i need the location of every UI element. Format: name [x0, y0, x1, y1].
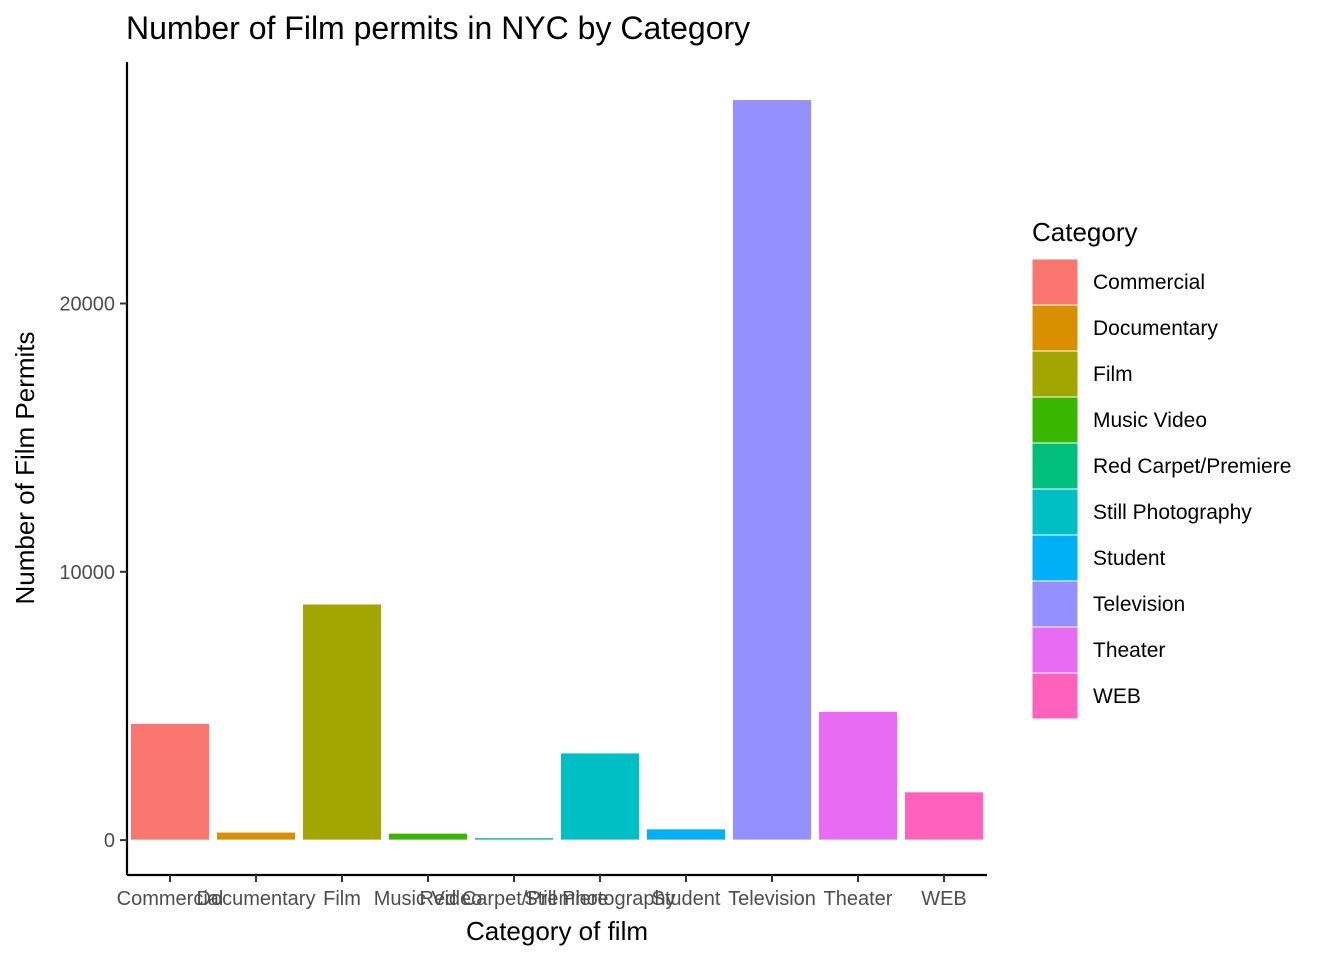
chart-title: Number of Film permits in NYC by Categor… — [126, 10, 750, 46]
bar-music-video — [387, 832, 469, 841]
legend-key — [1031, 534, 1079, 582]
legend-key — [1031, 304, 1079, 352]
bar-film — [301, 603, 383, 841]
x-tick-label: Television — [728, 888, 816, 910]
y-axis-ticks: 0 10000 20000 — [59, 293, 127, 852]
legend-key — [1031, 350, 1079, 398]
x-tick-label: Music Video — [374, 888, 483, 910]
bar-web — [903, 791, 985, 841]
bar-documentary — [215, 831, 297, 841]
x-tick-label: Documentary — [197, 888, 316, 910]
bar-television — [731, 99, 813, 841]
x-tick-label: Theater — [824, 888, 893, 910]
legend-label: Commercial — [1093, 271, 1205, 294]
y-tick-label: 20000 — [59, 293, 115, 315]
legend-label: WEB — [1093, 685, 1141, 708]
y-tick-label: 10000 — [59, 562, 115, 584]
legend-label: Theater — [1093, 639, 1165, 662]
bar-commercial — [129, 722, 211, 841]
legend-label: Student — [1093, 547, 1166, 570]
legend-key — [1031, 626, 1079, 674]
x-tick-label: Commercial — [117, 888, 224, 910]
legend-label: Music Video — [1093, 409, 1207, 432]
x-axis-title: Category of film — [466, 916, 648, 946]
bar-red-carpet-premiere — [473, 837, 555, 841]
legend-label: Documentary — [1093, 317, 1218, 340]
bar-theater — [817, 710, 899, 841]
legend-key — [1031, 580, 1079, 628]
legend-label: Television — [1093, 593, 1185, 616]
legend-title: Category — [1032, 217, 1138, 247]
plot-area — [129, 99, 985, 841]
legend-label: Red Carpet/Premiere — [1093, 455, 1291, 478]
legend-key — [1031, 672, 1079, 720]
y-axis-title: Number of Film Permits — [10, 331, 40, 604]
x-tick-label: Student — [652, 888, 721, 910]
legend-key — [1031, 488, 1079, 536]
y-tick-label: 0 — [104, 830, 115, 852]
x-tick-label: Still Photography — [524, 888, 675, 910]
bar-student — [645, 828, 727, 841]
legend-label: Still Photography — [1093, 501, 1252, 524]
x-tick-label: Film — [323, 888, 361, 910]
legend-key — [1031, 442, 1079, 490]
legend: Category Commercial Documentary Film Music … — [1031, 217, 1291, 720]
legend-key — [1031, 258, 1079, 306]
legend-label: Film — [1093, 363, 1133, 386]
x-tick-label: WEB — [921, 888, 967, 910]
x-tick-label: Red Carpet/Premiere — [420, 888, 609, 910]
bar-still-photography — [559, 752, 641, 841]
legend-key — [1031, 396, 1079, 444]
